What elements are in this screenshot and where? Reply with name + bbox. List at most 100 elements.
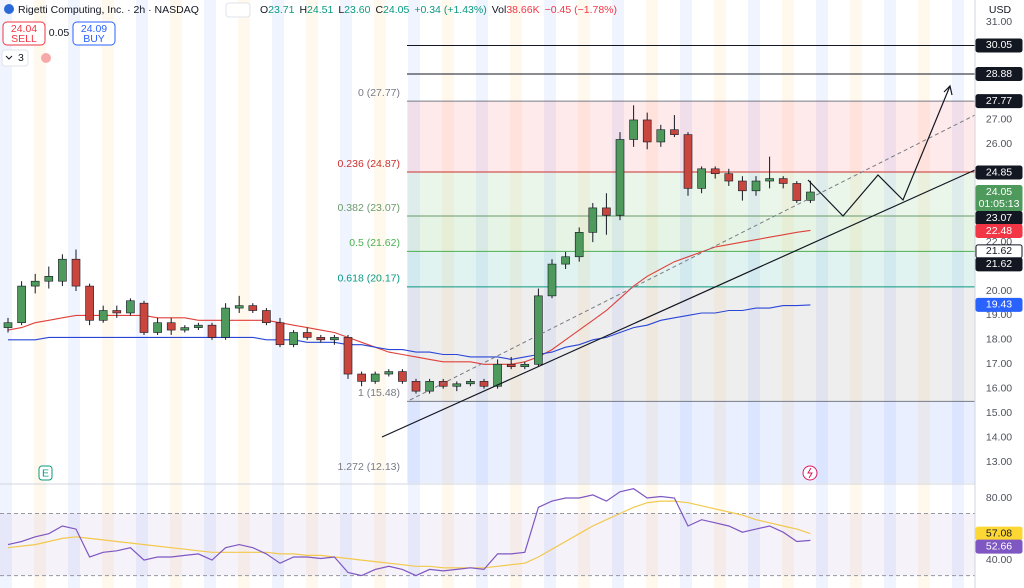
symbol-logo [4,4,14,14]
candle-body [207,324,217,338]
price-badge [975,297,1023,312]
legend-value: −0.45 (−1.78%) [545,4,617,16]
session-stripe [850,0,862,588]
candle-body [683,134,693,189]
candle-body [289,332,298,346]
price-badge-label: 24.05 [986,186,1012,198]
session-stripe [816,0,828,588]
chevron [5,55,13,60]
candle-body [615,139,625,216]
y-tick-label: 14.00 [986,431,1012,443]
y-tick-label: 27.00 [986,114,1012,126]
candle-body [98,310,108,321]
lots-toggle[interactable] [1,49,29,67]
candle-body [506,363,516,368]
price-badge [975,165,1023,180]
candle-body [642,119,652,143]
candle-body [71,258,81,287]
session-stripe [102,0,114,588]
earnings-letter: E [42,467,49,479]
candle-body [425,381,434,392]
candle-body [629,119,638,140]
session-stripe [0,0,12,588]
fib-label: 1.272 (12.13) [338,461,400,473]
bolt [807,467,813,479]
legend-key: L [338,4,344,16]
fib-retracement: 0 (27.77) 0.236 (24.87) 0.382 (23.07) 0.5 (… [338,44,975,483]
candle-body [479,381,489,387]
candle-body [302,332,312,338]
session-stripe [510,0,522,588]
candle-body [561,256,570,265]
session-stripe [884,0,896,588]
legend-value: 24.51 [307,4,333,16]
candle-body [738,180,747,192]
sell-label: SELL [11,33,37,45]
price-badge-label: 21.62 [986,258,1012,270]
candle-body [384,371,394,375]
legend-value: +0.34 (+1.43%) [414,4,486,16]
price-badge-label: 21.62 [986,245,1012,257]
projection-arrow [943,84,953,96]
candle-body [602,207,611,216]
price-badge [975,67,1023,82]
session-stripe [204,0,216,588]
candle-body [452,383,462,387]
legend-value: 38.66K [506,4,539,16]
candle-body [112,310,122,314]
price-badge-label: 24.85 [986,166,1012,178]
candle-body [588,207,598,233]
session-stripe [578,0,590,588]
candle-body [248,305,258,311]
candle-body [656,129,666,143]
price-badge-label: 23.07 [986,212,1012,224]
session-stripe [238,0,250,588]
price-badge [975,224,1023,239]
fib-zone [407,401,975,483]
fib-label: 1 (15.48) [358,387,400,399]
header: Rigetti Computing, Inc. · 2h · NASDAQ O2… [1,2,1012,67]
session-background [0,0,998,588]
candle-body [166,322,176,331]
price-badge-label: 57.08 [986,527,1012,539]
legend-key: H [299,4,307,16]
candle-body [153,322,162,333]
price-badge [975,38,1023,53]
session-stripe [68,0,80,588]
buy-button[interactable] [72,21,116,46]
session-stripe [646,0,658,588]
price-badge [975,539,1023,554]
y-tick-label: 20.00 [986,285,1012,297]
projection-path [807,85,951,217]
candle-body [534,295,543,365]
rsi-tick-label: 40.00 [986,554,1012,566]
candle-body [180,327,190,331]
session-stripe [340,0,352,588]
session-stripe [714,0,726,588]
candle-body [466,381,475,385]
candle-body [343,337,353,375]
sell-button[interactable] [2,21,46,46]
sell-price: 24.04 [11,23,37,35]
candle-body [778,178,788,184]
candle-body [30,280,40,287]
trend-line [381,169,976,438]
session-stripe [476,0,488,588]
candle-body [85,285,94,321]
y-tick-label: 26.00 [986,138,1012,150]
fib-label: 0 (27.77) [358,87,400,99]
session-stripe [34,0,46,588]
session-stripe [748,0,760,588]
session-stripe [306,0,318,588]
flag-button[interactable] [225,2,251,18]
session-stripe [170,0,182,588]
candle-body [58,258,67,282]
alert-icon[interactable] [41,53,51,63]
candle-body [574,232,584,258]
rsi-tick-label: 80.00 [986,492,1012,504]
price-badge-label: 27.77 [986,95,1012,107]
session-stripe [442,0,454,588]
earnings-icon[interactable] [38,465,53,481]
